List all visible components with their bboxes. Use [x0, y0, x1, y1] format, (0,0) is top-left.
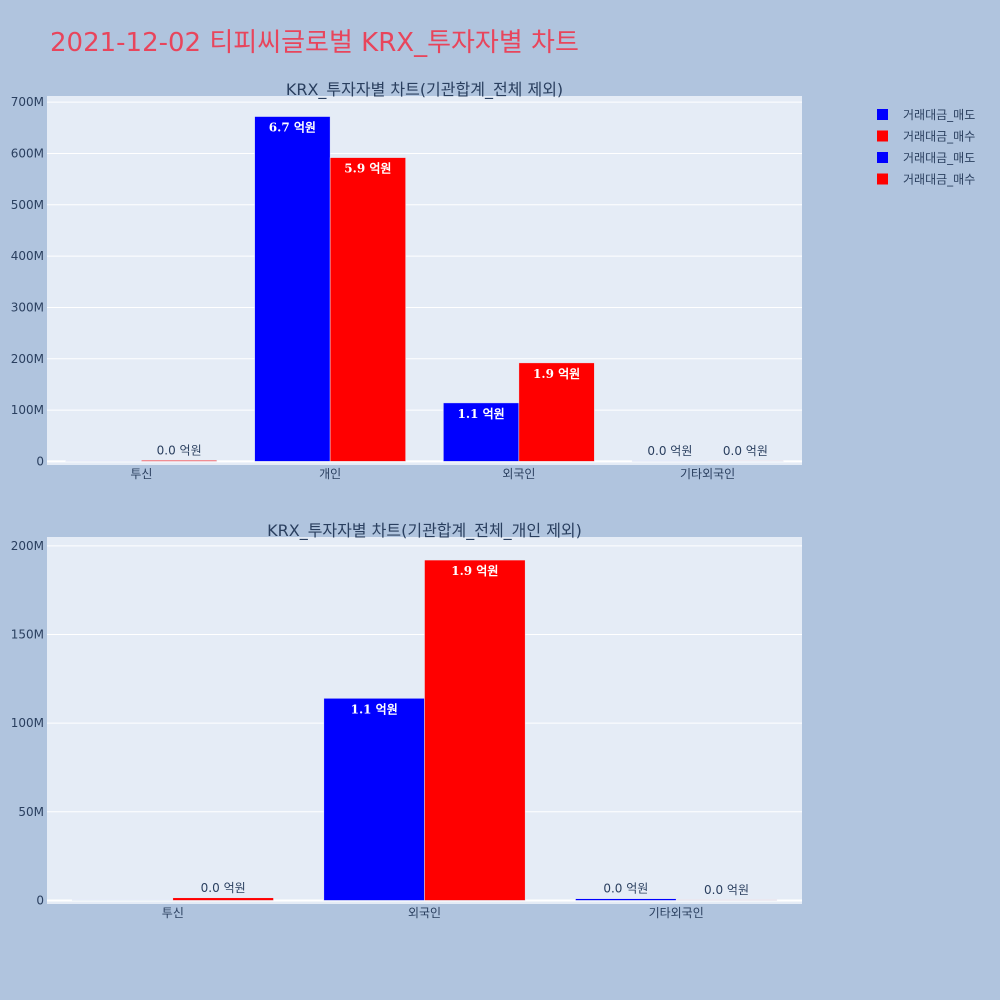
- y-tick-label: 200M: [11, 539, 44, 553]
- legend-label[interactable]: 거래대금_매도: [903, 151, 975, 165]
- legend-label[interactable]: 거래대금_매도: [903, 108, 975, 122]
- y-tick-label: 100M: [11, 403, 44, 417]
- bar-data-label: 0.0 억원: [201, 881, 246, 895]
- bar-data-label: 1.9 억원: [451, 564, 498, 578]
- chart-title: KRX_투자자별 차트(기관합계_전체 제외): [286, 80, 563, 100]
- x-tick-label: 외국인: [502, 467, 535, 481]
- y-tick-label: 100M: [11, 716, 44, 730]
- bar-data-label: 0.0 억원: [157, 443, 202, 457]
- bar-data-label: 0.0 억원: [647, 444, 692, 458]
- plot-area: [47, 96, 802, 465]
- bar: [141, 460, 218, 462]
- bar: [329, 157, 406, 462]
- x-tick-label: 투신: [130, 467, 152, 481]
- bar-data-label: 0.0 억원: [723, 444, 768, 458]
- bar-data-label: 6.7 억원: [269, 121, 316, 135]
- legend-swatch[interactable]: [877, 109, 888, 120]
- bar-data-label: 1.9 억원: [533, 367, 580, 381]
- bar: [424, 559, 526, 901]
- y-tick-label: 700M: [11, 95, 44, 109]
- bar-data-label: 5.9 억원: [344, 162, 391, 176]
- bar: [323, 698, 425, 901]
- y-tick-label: 0: [36, 893, 44, 907]
- x-tick-label: 개인: [319, 467, 341, 481]
- bar-data-label: 1.1 억원: [351, 702, 398, 716]
- legend-label[interactable]: 거래대금_매수: [903, 130, 975, 144]
- bar-data-label: 1.1 억원: [458, 407, 505, 421]
- bar: [172, 897, 274, 901]
- bar: [254, 116, 331, 462]
- legend-label[interactable]: 거래대금_매수: [903, 173, 975, 187]
- y-tick-label: 600M: [11, 146, 44, 160]
- y-tick-label: 0: [36, 454, 44, 468]
- x-tick-label: 기타외국인: [680, 467, 735, 481]
- y-tick-label: 50M: [18, 805, 44, 819]
- y-tick-label: 500M: [11, 198, 44, 212]
- legend-swatch[interactable]: [877, 173, 888, 185]
- y-tick-label: 200M: [11, 352, 44, 366]
- legend-swatch[interactable]: [877, 152, 888, 163]
- x-tick-label: 외국인: [408, 906, 441, 920]
- bar: [675, 899, 778, 901]
- bar: [71, 899, 174, 901]
- bar: [631, 460, 708, 462]
- bar-data-label: 0.0 억원: [603, 882, 648, 896]
- x-tick-label: 투신: [162, 906, 184, 920]
- bar: [707, 460, 784, 462]
- bar-data-label: 0.0 억원: [704, 883, 749, 897]
- chart-title: KRX_투자자별 차트(기관합계_전체_개인 제외): [267, 521, 582, 541]
- page-title: 2021-12-02 티피씨글로벌 KRX_투자자별 차트: [50, 28, 579, 58]
- y-tick-label: 400M: [11, 249, 44, 263]
- legend-swatch[interactable]: [877, 130, 888, 142]
- bar: [518, 362, 595, 462]
- y-tick-label: 150M: [11, 628, 44, 642]
- bar: [575, 898, 677, 901]
- y-tick-label: 300M: [11, 300, 44, 314]
- x-tick-label: 기타외국인: [649, 906, 704, 920]
- bar: [65, 460, 142, 462]
